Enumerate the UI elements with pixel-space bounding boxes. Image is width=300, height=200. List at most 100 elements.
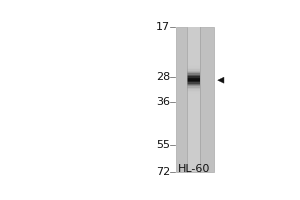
Bar bbox=[187, 112, 200, 114]
Bar bbox=[176, 27, 214, 172]
Bar bbox=[187, 121, 200, 123]
Bar bbox=[187, 151, 200, 153]
Polygon shape bbox=[218, 77, 224, 83]
Bar bbox=[187, 156, 200, 157]
Bar bbox=[187, 31, 200, 33]
Bar bbox=[187, 52, 200, 53]
Bar bbox=[187, 153, 200, 154]
Bar bbox=[187, 102, 200, 104]
Text: HL-60: HL-60 bbox=[178, 164, 210, 174]
Bar bbox=[187, 120, 200, 121]
Bar bbox=[187, 57, 200, 59]
Bar bbox=[187, 88, 200, 89]
Bar bbox=[187, 104, 200, 105]
Bar bbox=[187, 128, 200, 130]
Bar bbox=[187, 162, 200, 163]
Bar bbox=[187, 109, 200, 111]
Bar bbox=[187, 72, 200, 73]
Bar bbox=[187, 56, 200, 57]
Bar bbox=[187, 99, 200, 101]
Text: 28: 28 bbox=[156, 72, 170, 82]
Bar bbox=[187, 159, 200, 160]
Bar bbox=[187, 92, 200, 94]
Bar bbox=[187, 80, 200, 82]
Bar bbox=[187, 41, 200, 43]
Bar bbox=[187, 65, 200, 66]
Bar bbox=[187, 131, 200, 133]
Bar bbox=[187, 47, 200, 49]
Bar bbox=[187, 118, 200, 120]
Bar bbox=[187, 91, 200, 92]
Text: 17: 17 bbox=[156, 22, 170, 32]
Bar bbox=[187, 96, 200, 98]
Bar bbox=[187, 122, 200, 124]
Bar bbox=[187, 127, 200, 128]
Bar bbox=[187, 60, 200, 62]
Bar bbox=[187, 146, 200, 147]
Bar bbox=[187, 140, 200, 141]
Bar bbox=[187, 115, 200, 117]
Bar bbox=[187, 125, 200, 127]
Text: 36: 36 bbox=[156, 97, 170, 107]
Bar bbox=[187, 169, 200, 170]
Bar bbox=[187, 27, 200, 29]
Bar bbox=[187, 40, 200, 42]
Bar bbox=[187, 154, 200, 156]
Bar bbox=[187, 49, 200, 50]
Bar bbox=[187, 105, 200, 107]
Bar bbox=[187, 33, 200, 34]
Bar bbox=[187, 134, 200, 136]
Bar bbox=[187, 50, 200, 52]
Bar bbox=[187, 30, 200, 31]
Bar bbox=[187, 150, 200, 152]
Bar bbox=[187, 28, 200, 30]
Bar bbox=[187, 98, 200, 99]
Bar bbox=[214, 24, 270, 178]
Bar bbox=[187, 78, 200, 79]
Bar bbox=[187, 135, 200, 137]
Bar bbox=[187, 59, 200, 60]
Bar bbox=[187, 95, 200, 97]
Bar bbox=[187, 63, 200, 65]
Bar bbox=[187, 133, 200, 134]
Bar bbox=[187, 54, 200, 56]
Bar bbox=[187, 79, 200, 81]
Bar bbox=[187, 130, 200, 131]
Bar bbox=[187, 89, 200, 91]
Bar bbox=[187, 138, 200, 140]
Bar bbox=[187, 69, 200, 71]
Bar bbox=[187, 43, 200, 44]
Bar bbox=[187, 117, 200, 118]
Bar bbox=[187, 107, 200, 108]
Bar bbox=[187, 141, 200, 143]
Text: 72: 72 bbox=[156, 167, 170, 177]
Bar bbox=[187, 149, 200, 150]
Bar bbox=[187, 160, 200, 162]
Bar bbox=[187, 83, 200, 85]
Bar bbox=[187, 170, 200, 172]
Bar bbox=[187, 53, 200, 55]
Bar bbox=[187, 46, 200, 47]
Bar bbox=[187, 73, 200, 75]
Bar bbox=[187, 108, 200, 110]
Bar bbox=[187, 101, 200, 102]
Bar bbox=[187, 70, 200, 72]
Bar bbox=[187, 62, 200, 63]
Bar bbox=[187, 94, 200, 95]
Bar bbox=[187, 157, 200, 159]
Bar bbox=[187, 111, 200, 112]
Bar bbox=[187, 66, 200, 68]
Bar bbox=[187, 163, 200, 165]
Text: 55: 55 bbox=[156, 140, 170, 150]
Bar bbox=[187, 164, 200, 166]
Bar bbox=[187, 137, 200, 139]
Bar bbox=[38, 24, 176, 178]
Bar bbox=[187, 86, 200, 88]
Bar bbox=[187, 67, 200, 69]
Bar bbox=[187, 75, 200, 76]
Bar bbox=[187, 147, 200, 149]
Bar bbox=[187, 37, 200, 39]
Bar bbox=[187, 34, 200, 36]
Bar bbox=[187, 124, 200, 126]
Bar bbox=[187, 36, 200, 37]
